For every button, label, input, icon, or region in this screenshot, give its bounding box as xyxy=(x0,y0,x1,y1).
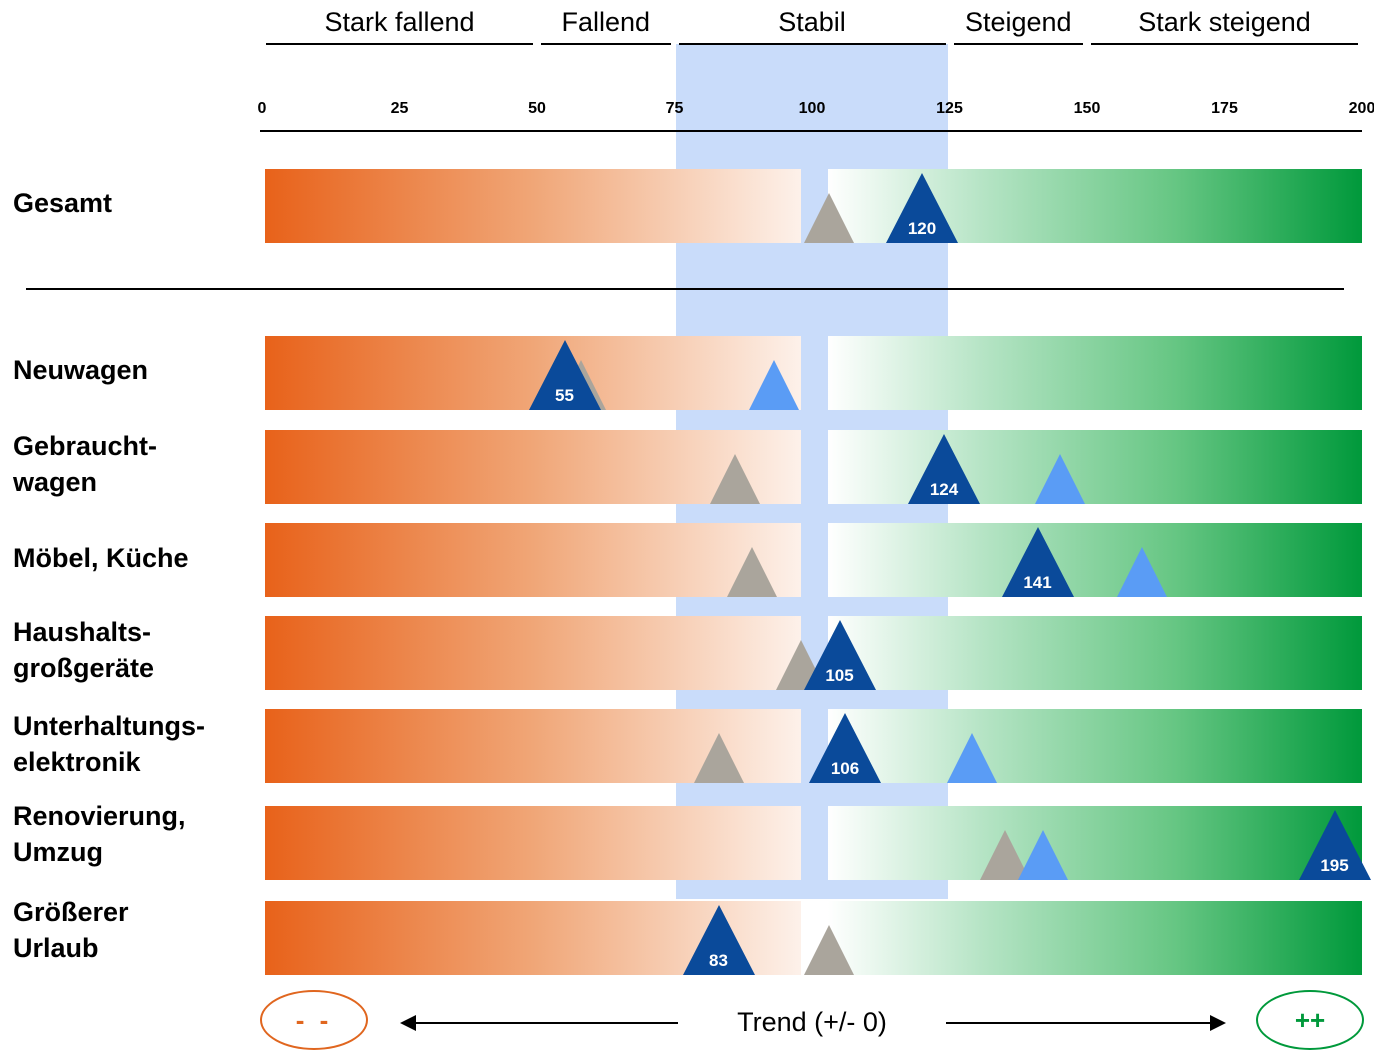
previous-value-marker xyxy=(946,733,997,783)
tick-label: 75 xyxy=(665,100,684,117)
increase-gradient xyxy=(828,616,1362,690)
previous-value-marker xyxy=(1018,830,1068,880)
previous-value-marker xyxy=(1034,454,1085,504)
category-bar xyxy=(265,430,1362,504)
category-label: Möbel, Küche xyxy=(13,543,189,573)
zone-label: Steigend xyxy=(964,7,1072,37)
zone-underline xyxy=(953,43,1083,45)
increase-gradient xyxy=(828,336,1362,410)
zone-label: Fallend xyxy=(561,7,651,37)
arrow-left-icon xyxy=(400,1015,416,1031)
reference-value-marker xyxy=(710,454,760,504)
value-label: 120 xyxy=(907,219,937,238)
arrow-left-line xyxy=(414,1022,678,1024)
zone-underline xyxy=(678,43,946,45)
category-bar xyxy=(265,616,1362,690)
category-label: Gebraucht- wagen xyxy=(13,431,158,497)
x-axis-line xyxy=(260,130,1362,132)
strong-decline-marker: - - xyxy=(260,990,368,1050)
value-label: 124 xyxy=(929,480,959,499)
increase-gradient xyxy=(828,523,1362,597)
value-label: 106 xyxy=(830,759,860,778)
current-value-marker xyxy=(1298,810,1371,880)
category-label: Haushalts- großgeräte xyxy=(13,617,155,683)
current-value-marker xyxy=(1001,527,1074,597)
increase-gradient xyxy=(828,901,1362,975)
strong-increase-marker: ++ xyxy=(1256,990,1364,1050)
tick-label: 125 xyxy=(936,100,963,117)
tick-label: 25 xyxy=(390,100,409,117)
category-bar xyxy=(265,806,1362,880)
current-value-marker xyxy=(886,173,958,243)
increase-gradient xyxy=(828,709,1362,783)
category-bar xyxy=(265,523,1362,597)
zone-label: Stark steigend xyxy=(1138,7,1311,37)
reference-value-marker xyxy=(803,193,854,243)
decline-gradient xyxy=(265,523,801,597)
current-value-marker xyxy=(528,340,601,410)
value-label: 55 xyxy=(555,386,574,405)
previous-value-marker xyxy=(1117,547,1167,597)
value-label: 141 xyxy=(1023,573,1052,592)
current-value-marker xyxy=(682,905,755,975)
category-bar xyxy=(265,901,1362,975)
arrow-right-icon xyxy=(1210,1015,1226,1031)
zone-label: Stabil xyxy=(778,7,846,37)
current-value-marker xyxy=(908,434,980,504)
category-label: Renovierung, Umzug xyxy=(13,801,186,867)
value-label: 105 xyxy=(825,666,854,685)
zone-underline xyxy=(266,43,533,45)
value-label: 83 xyxy=(709,951,728,970)
decline-gradient xyxy=(265,806,801,880)
category-bar xyxy=(265,336,1362,410)
reference-value-marker xyxy=(693,733,744,783)
tick-label: 175 xyxy=(1211,100,1238,117)
decline-gradient xyxy=(265,616,801,690)
tick-label: 0 xyxy=(257,100,267,117)
current-value-marker xyxy=(803,620,876,690)
reference-value-marker xyxy=(803,925,854,975)
arrow-right-line xyxy=(946,1022,1212,1024)
total-separator-line xyxy=(26,288,1344,290)
previous-value-marker xyxy=(748,360,799,410)
tick-label: 150 xyxy=(1073,100,1101,117)
decline-gradient xyxy=(265,169,801,243)
zone-label: Stark fallend xyxy=(324,7,475,37)
zone-underline xyxy=(1091,43,1358,45)
value-label: 195 xyxy=(1320,856,1349,875)
tick-label: 100 xyxy=(798,100,826,117)
increase-gradient xyxy=(828,806,1362,880)
category-label: Gesamt xyxy=(13,188,113,218)
zone-underline xyxy=(541,43,671,45)
category-label: Unterhaltungs- elektronik xyxy=(13,711,205,777)
tick-label: 50 xyxy=(528,100,546,117)
current-value-marker xyxy=(809,713,881,783)
trend-label: Trend (+/- 0) xyxy=(737,1007,887,1037)
tick-label: 200 xyxy=(1348,100,1374,117)
category-label: Größerer Urlaub xyxy=(13,897,129,963)
reference-value-marker xyxy=(726,547,777,597)
category-label: Neuwagen xyxy=(13,355,149,385)
